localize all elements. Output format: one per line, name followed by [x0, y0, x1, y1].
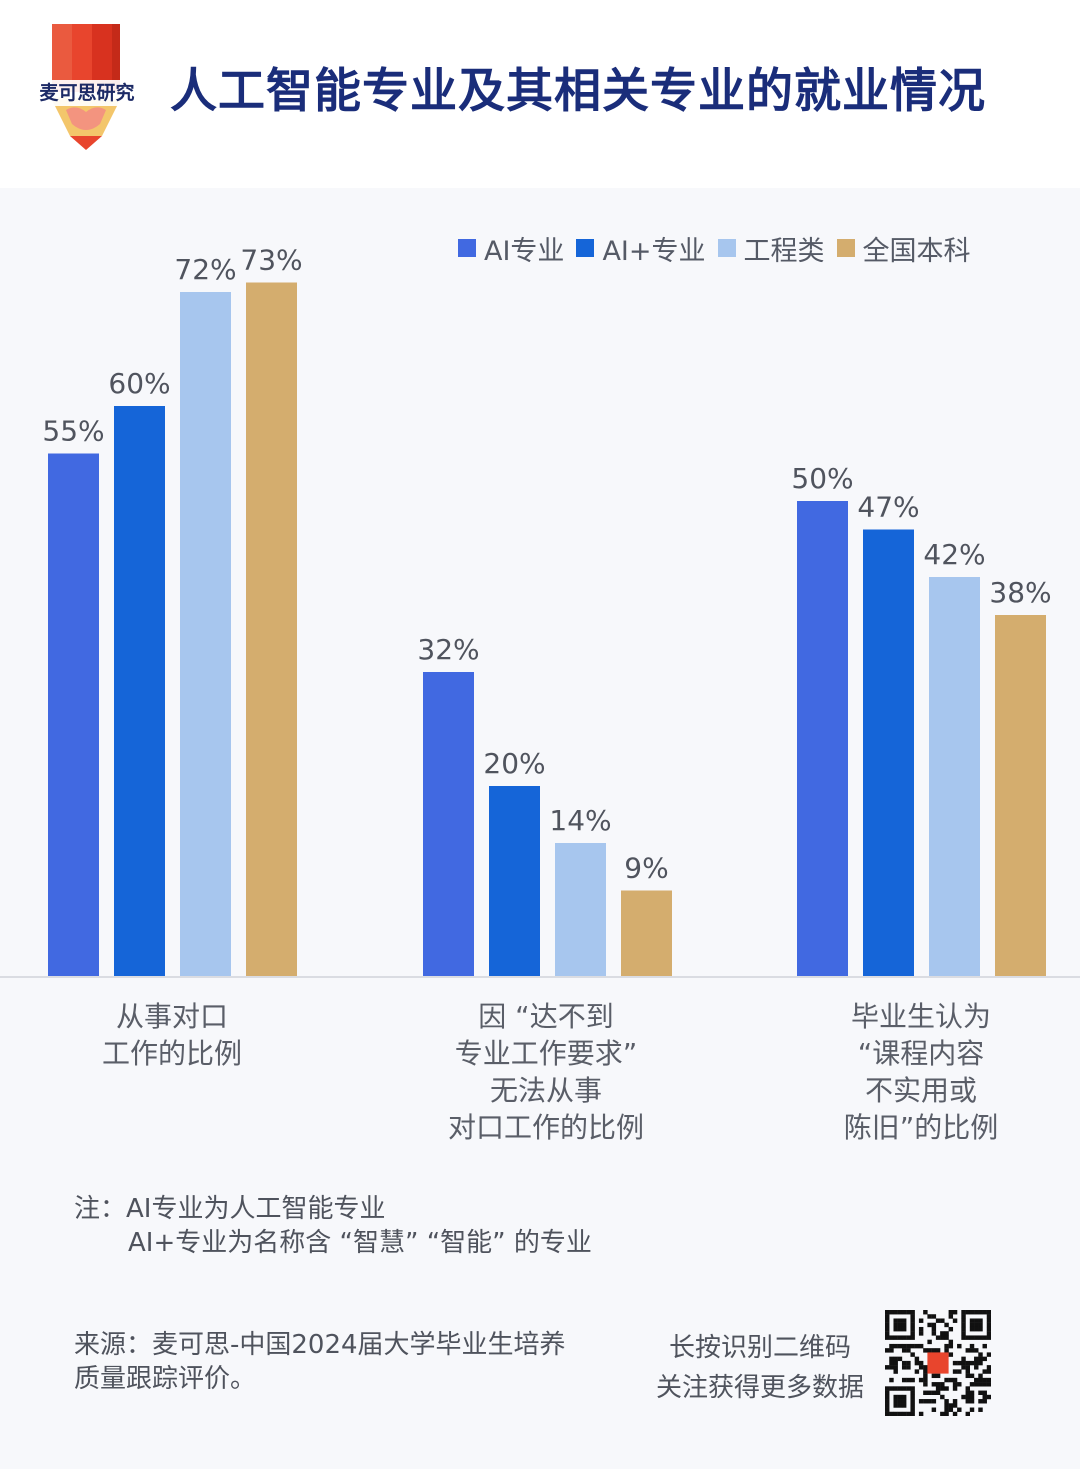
note: 注：AI专业为人工智能专业 AI+专业为名称含 “智慧” “智能” 的专业: [74, 1192, 592, 1260]
bar-3-1: [797, 501, 848, 976]
legend: AI专业 AI+专业 工程类 全国本科: [458, 228, 983, 268]
header: 麦可思研究 人工智能专业及其相关专业的就业情况: [0, 0, 1080, 188]
bar-1-4: [246, 282, 297, 976]
note-line-1: 注：AI专业为人工智能专业: [74, 1194, 386, 1224]
category-label-3: 毕业生认为 “课程内容 不实用或 陈旧”的比例: [843, 1000, 999, 1144]
data-label-2-1: 32%: [417, 633, 479, 666]
logo: 麦可思研究: [30, 24, 150, 154]
brand-name: 麦可思研究: [30, 80, 144, 106]
bar-3-2: [863, 529, 914, 976]
data-label-2-3: 14%: [549, 804, 611, 837]
bar-2-4: [621, 890, 672, 976]
data-label-3-1: 50%: [791, 462, 853, 495]
qr-caption-line-2: 关注获得更多数据: [655, 1373, 864, 1403]
data-label-2-4: 9%: [624, 852, 668, 885]
bar-2-3: [555, 843, 606, 976]
bar-chart: 55%60% 72% 73% 32% 20%14% 9% 50%47%42%38%: [0, 244, 1080, 978]
bar-1-2: [114, 406, 165, 976]
legend-item-national: 全国本科: [836, 229, 971, 268]
note-line-2: AI+专业为名称含 “智慧” “智能” 的专业: [128, 1228, 592, 1258]
data-label-3-3: 42%: [923, 538, 985, 571]
legend-label-engineering: 工程类: [743, 235, 825, 267]
data-label-3-4: 38%: [989, 576, 1051, 609]
legend-label-ai: AI专业: [484, 235, 565, 267]
source-text: 来源：麦可思-中国2024届大学毕业生培养质量跟踪评价。: [74, 1330, 566, 1394]
bar-2-2: [489, 786, 540, 976]
legend-label-ai-plus: AI+专业: [602, 235, 706, 267]
pencil-logo-icon: [52, 24, 120, 150]
legend-swatch-national: [836, 239, 855, 257]
qr-code[interactable]: [885, 1310, 992, 1417]
qr-caption: 长按识别二维码 关注获得更多数据: [640, 1328, 880, 1408]
bar-3-4: [995, 615, 1046, 976]
legend-swatch-engineering: [717, 239, 736, 257]
bar-3-3: [929, 577, 980, 976]
legend-label-national: 全国本科: [862, 235, 971, 267]
data-label-1-4: 73%: [240, 244, 302, 277]
data-label-1-3: 72%: [174, 253, 236, 286]
legend-swatch-ai-plus: [576, 239, 595, 257]
legend-item-engineering: 工程类: [717, 229, 825, 268]
data-label-1-1: 55%: [42, 415, 104, 448]
bar-1-1: [48, 453, 99, 976]
qr-caption-line-1: 长按识别二维码: [668, 1333, 851, 1363]
data-label-1-2: 60%: [108, 367, 170, 400]
legend-item-ai: AI专业: [458, 229, 564, 268]
bar-2-1: [423, 672, 474, 976]
legend-item-ai-plus: AI+专业: [576, 229, 706, 268]
category-label-1: 从事对口 工作的比例: [101, 1000, 242, 1070]
qr-code-icon: [885, 1310, 992, 1417]
data-label-2-2: 20%: [483, 747, 545, 780]
page-title: 人工智能专业及其相关专业的就业情况: [170, 64, 986, 119]
legend-swatch-ai: [458, 239, 476, 257]
bar-1-3: [180, 292, 231, 976]
category-label-2: 因 “达不到 专业工作要求” 无法从事 对口工作的比例: [447, 1000, 644, 1144]
data-label-3-2: 47%: [857, 491, 919, 524]
